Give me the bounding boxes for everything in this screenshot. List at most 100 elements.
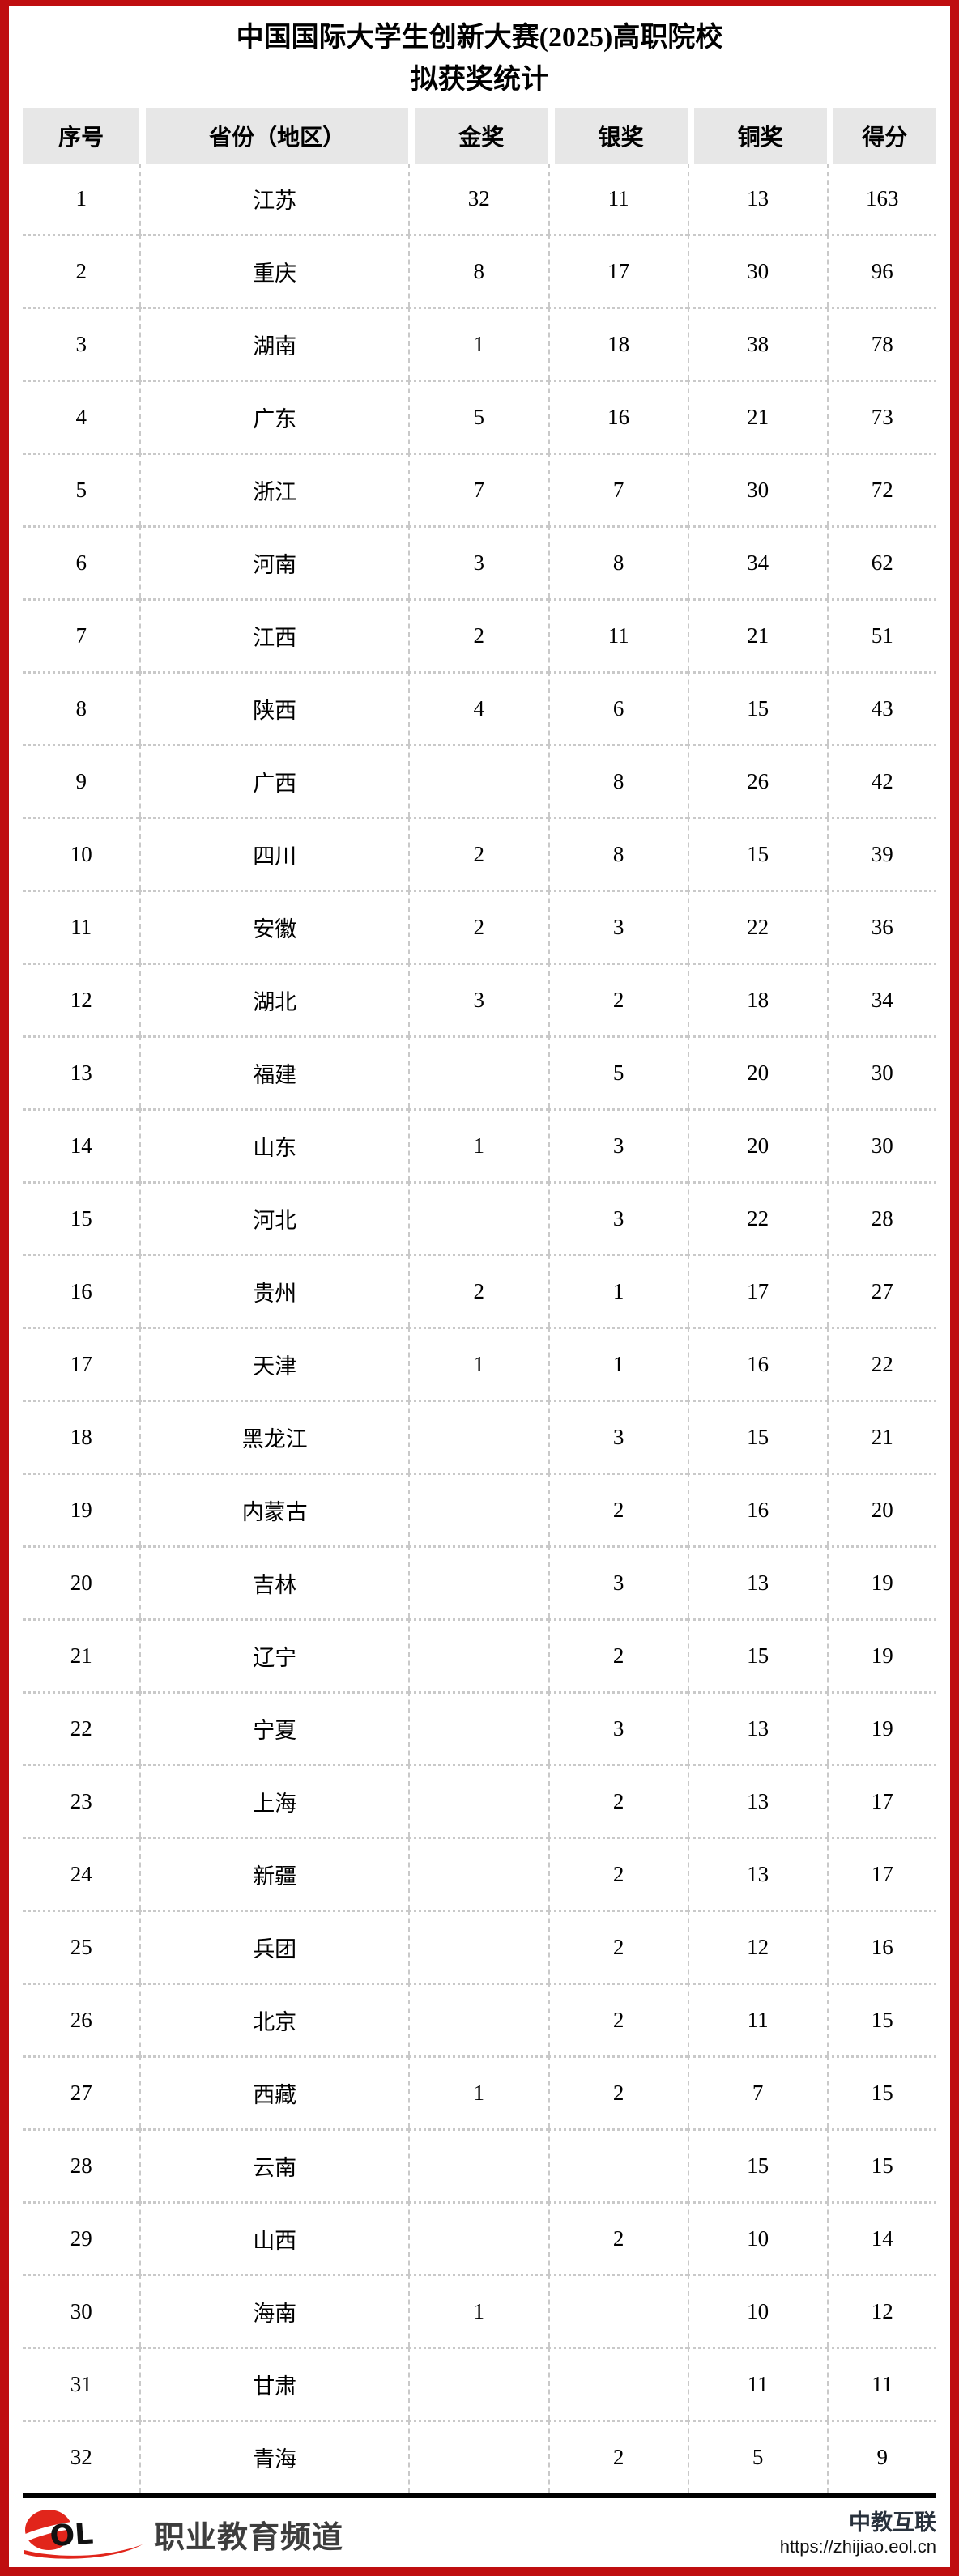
cell-rank: 17 xyxy=(23,1327,140,1400)
cell-score: 22 xyxy=(826,1327,936,1400)
cell-rank: 1 xyxy=(75,186,87,210)
cell-silver: 2 xyxy=(548,1618,688,1691)
cell-gold: 3 xyxy=(408,963,548,1035)
cell-gold xyxy=(408,1983,548,2055)
cell-rank: 6 xyxy=(23,525,140,598)
cell-score: 15 xyxy=(826,2128,936,2201)
table-row: 12 湖北 3 2 18 34 xyxy=(23,963,936,1035)
cell-rank: 28 xyxy=(23,2128,140,2201)
cell-province: 兵团 xyxy=(139,1910,408,1983)
cell-gold xyxy=(408,1910,548,1983)
cell-score: 9 xyxy=(826,2420,936,2493)
cell-score: 19 xyxy=(826,1618,936,1691)
cell-gold xyxy=(408,1035,548,1108)
cell-province: 天津 xyxy=(139,1327,408,1400)
table-row: 16 贵州 2 1 17 27 xyxy=(23,1254,936,1327)
table-row: 25 兵团 2 12 16 xyxy=(23,1910,936,1983)
table-row: 29 山西 2 10 14 xyxy=(23,2201,936,2274)
cell-score: 27 xyxy=(826,1254,936,1327)
cell-silver: 2 xyxy=(548,2201,688,2274)
cell-province: 重庆 xyxy=(139,234,408,307)
footer: OL 职业教育频道 中教互联 https://zhijiao.eol.cn xyxy=(23,2508,936,2560)
title-line-1: 中国国际大学生创新大赛(2025)高职院校 xyxy=(236,23,723,53)
cell-rank: 7 xyxy=(23,598,140,671)
cell-silver: 2 xyxy=(548,1837,688,1910)
cell-silver: 11 xyxy=(548,598,688,671)
cell-gold xyxy=(408,1837,548,1910)
cell-gold xyxy=(408,2128,548,2201)
cell-score: 78 xyxy=(826,307,936,380)
cell-score: 43 xyxy=(826,671,936,744)
cell-silver: 8 xyxy=(548,817,688,890)
cell-province: 广东 xyxy=(139,380,408,453)
table-row: 23 上海 2 13 17 xyxy=(23,1764,936,1837)
cell-gold: 1 xyxy=(408,1108,548,1181)
cell-silver: 3 xyxy=(548,1400,688,1473)
cell-rank: 3 xyxy=(23,307,140,380)
cell-bronze: 11 xyxy=(687,1983,827,2055)
cell-silver: 17 xyxy=(548,234,688,307)
cell-silver xyxy=(548,2347,688,2420)
cell-bronze: 30 xyxy=(687,453,827,525)
cell-province: 辽宁 xyxy=(139,1618,408,1691)
table-row: 2 重庆 8 17 30 96 xyxy=(23,234,936,307)
cell-rank: 21 xyxy=(23,1618,140,1691)
cell-silver: 2 xyxy=(548,1910,688,1983)
cell-gold: 4 xyxy=(408,671,548,744)
cell-silver: 16 xyxy=(548,380,688,453)
table-row: 19 内蒙古 2 16 20 xyxy=(23,1473,936,1545)
cell-bronze: 10 xyxy=(687,2201,827,2274)
cell-silver xyxy=(548,2274,688,2347)
header-score: 得分 xyxy=(826,108,936,164)
cell-gold: 32 xyxy=(408,164,548,234)
cell-bronze: 30 xyxy=(687,234,827,307)
channel-name: 职业教育频道 xyxy=(154,2520,344,2555)
cell-bronze: 15 xyxy=(687,1618,827,1691)
cell-bronze: 17 xyxy=(687,1254,827,1327)
cell-province: 四川 xyxy=(139,817,408,890)
cell-score: 19 xyxy=(826,1545,936,1618)
cell-gold: 8 xyxy=(408,234,548,307)
table-row: 13 福建 5 20 30 xyxy=(23,1035,936,1108)
table-row: 18 黑龙江 3 15 21 xyxy=(23,1400,936,1473)
cell-score: 14 xyxy=(826,2201,936,2274)
eol-logo-icon: OL xyxy=(23,2510,143,2559)
table-row: 24 新疆 2 13 17 xyxy=(23,1837,936,1910)
cell-bronze: 21 xyxy=(687,598,827,671)
cell-rank: 19 xyxy=(23,1473,140,1545)
cell-rank: 26 xyxy=(23,1983,140,2055)
table-row: 15 河北 3 22 28 xyxy=(23,1181,936,1254)
cell-gold xyxy=(408,744,548,817)
cell-silver: 1 xyxy=(548,1254,688,1327)
cell-rank: 10 xyxy=(23,817,140,890)
cell-silver: 2 xyxy=(548,2420,688,2493)
page-title: 中国国际大学生创新大赛(2025)高职院校 拟获奖统计 xyxy=(9,6,950,94)
cell-rank: 20 xyxy=(23,1545,140,1618)
cell-bronze: 15 xyxy=(687,1400,827,1473)
table-row: 20 吉林 3 13 19 xyxy=(23,1545,936,1618)
cell-score: 12 xyxy=(826,2274,936,2347)
cell-bronze: 13 xyxy=(687,1837,827,1910)
cell-gold xyxy=(408,1764,548,1837)
cell-rank: 25 xyxy=(23,1910,140,1983)
cell-score: 16 xyxy=(826,1910,936,1983)
cell-silver: 2 xyxy=(548,1764,688,1837)
cell-silver: 18 xyxy=(548,307,688,380)
cell-province: 山东 xyxy=(139,1108,408,1181)
cell-rank: 8 xyxy=(23,671,140,744)
cell-score: 17 xyxy=(826,1764,936,1837)
footer-left: OL 职业教育频道 xyxy=(23,2508,343,2560)
table-row: 32 青海 2 5 9 xyxy=(23,2420,936,2493)
cell-gold xyxy=(408,2420,548,2493)
cell-rank: 4 xyxy=(23,380,140,453)
cell-province: 江西 xyxy=(139,598,408,671)
cell-gold xyxy=(408,1473,548,1545)
cell-province: 北京 xyxy=(139,1983,408,2055)
table-row: 6 河南 3 8 34 62 xyxy=(23,525,936,598)
cell-gold xyxy=(408,2347,548,2420)
cell-gold xyxy=(408,1691,548,1764)
cell-province: 云南 xyxy=(139,2128,408,2201)
brand-name: 中教互联 xyxy=(849,2510,936,2536)
cell-province: 贵州 xyxy=(139,1254,408,1327)
cell-bronze: 38 xyxy=(687,307,827,380)
